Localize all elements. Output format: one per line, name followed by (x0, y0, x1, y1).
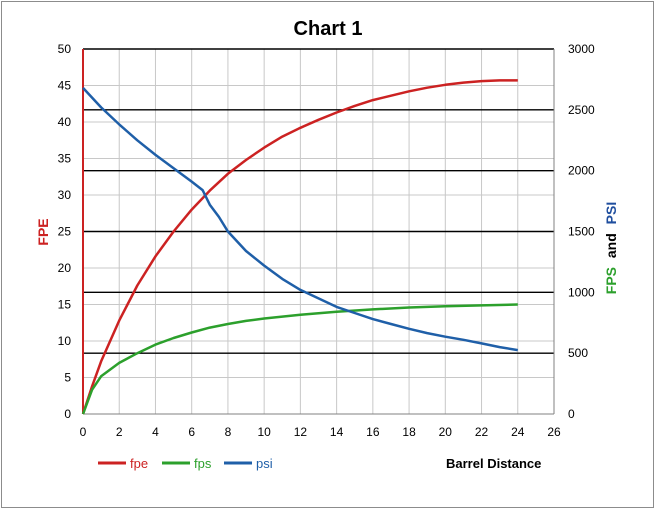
y-left-tick-label: 30 (58, 188, 72, 202)
y-right-tick-label: 1000 (568, 285, 595, 299)
series-line-fps (81, 303, 518, 415)
x-tick-label: 4 (152, 425, 159, 439)
y-right-tick-label: 2500 (568, 103, 595, 117)
grid-lines (82, 48, 555, 415)
tick-labels: 0 2 4 6 8 10 12 14 16 18 20 22 24 2605101520253035404… (58, 42, 595, 439)
chart-title: Chart 1 (294, 18, 363, 40)
y-left-tick-label: 5 (64, 371, 71, 385)
y-left-tick-label: 20 (58, 261, 72, 275)
y-left-tick-label: 10 (58, 334, 72, 348)
y-left-tick-label: 25 (58, 225, 72, 239)
x-tick-label: 6 (188, 425, 195, 439)
series-line-psi (82, 87, 519, 352)
x-tick-label: 24 (511, 425, 525, 439)
legend-label-fpe: fpe (130, 456, 148, 471)
x-tick-label: 2 (116, 425, 123, 439)
y-left-tick-label: 0 (64, 407, 71, 421)
x-tick-label: 12 (294, 425, 308, 439)
x-tick-label: 10 (257, 425, 271, 439)
y-right-tick-label: 2000 (568, 164, 595, 178)
y-left-tick-label: 15 (58, 298, 72, 312)
y-axis-left-label: FPE (35, 218, 51, 245)
x-tick-label: 20 (439, 425, 453, 439)
x-tick-label: 0 (80, 425, 87, 439)
x-axis-label: Barrel Distance (446, 456, 541, 471)
legend: fpe fps psi (98, 456, 273, 471)
y-left-tick-label: 45 (58, 79, 72, 93)
y-right-tick-label: 0 (568, 407, 575, 421)
y-axis-right-label: FPS and PSI (603, 202, 619, 294)
y-axis-right-label-psi: PSI (603, 202, 619, 225)
y-left-tick-label: 40 (58, 115, 72, 129)
x-tick-label: 22 (475, 425, 489, 439)
x-tick-label: 14 (330, 425, 344, 439)
axes (82, 49, 555, 415)
x-tick-label: 18 (402, 425, 416, 439)
series-line-fpe (81, 79, 518, 415)
legend-label-psi: psi (256, 456, 273, 471)
y-left-tick-label: 35 (58, 152, 72, 166)
y-axis-right-label-fps: FPS (603, 267, 619, 294)
y-right-tick-label: 3000 (568, 42, 595, 56)
x-tick-label: 26 (547, 425, 561, 439)
y-axis-right-label-and: and (603, 233, 619, 258)
y-left-tick-label: 50 (58, 42, 72, 56)
series-lines (81, 79, 519, 415)
y-right-tick-label: 500 (568, 346, 588, 360)
legend-label-fps: fps (194, 456, 212, 471)
x-tick-label: 8 (225, 425, 232, 439)
x-tick-label: 16 (366, 425, 380, 439)
y-right-tick-label: 1500 (568, 225, 595, 239)
